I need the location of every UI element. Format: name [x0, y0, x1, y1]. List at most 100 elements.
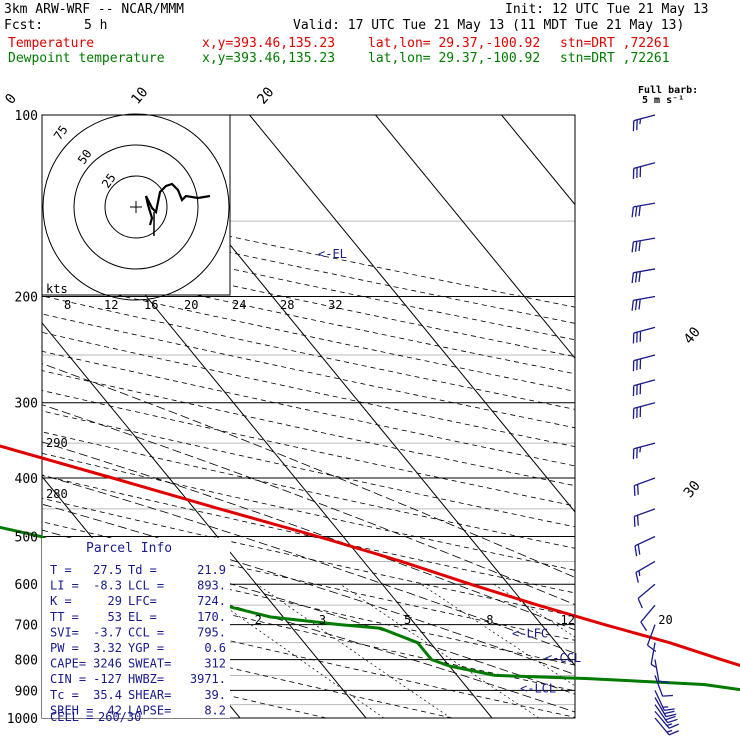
- pressure-label-400: 400: [15, 472, 38, 487]
- parcel-val-1: -8.3: [93, 579, 122, 593]
- parcel-key2-3: EL =: [128, 610, 157, 624]
- init-time: Init: 12 UTC Tue 21 May 13: [505, 2, 709, 17]
- model-title: 3km ARW-WRF -- NCAR/MMM: [4, 2, 185, 17]
- speed-label-16: 16: [144, 298, 158, 312]
- mixing-ratio-label-2: 2: [255, 613, 262, 627]
- mixing-ratio-label-8: 8: [486, 613, 493, 627]
- parcel-val-9: 42: [108, 703, 122, 717]
- parcel-val2-6: 312: [204, 657, 226, 671]
- dewpoint-xy: x,y=393.46,135.23: [202, 51, 336, 66]
- level-label-el: <-EL: [318, 247, 347, 261]
- parcel-key-3: TT =: [50, 610, 79, 624]
- pressure-label-900: 900: [15, 684, 38, 699]
- parcel-key2-0: Td =: [128, 563, 157, 577]
- mixing-ratio-12: [493, 583, 575, 638]
- parcel-val-0: 27.5: [93, 563, 122, 577]
- parcel-val2-0: 21.9: [197, 563, 226, 577]
- isotherm-label-40: 40: [681, 324, 704, 347]
- parcel-val-2: 29: [108, 594, 122, 608]
- parcel-val2-9: 8.2: [204, 703, 226, 717]
- speed-label-20: 20: [184, 298, 198, 312]
- isotherm-label-0: 0: [2, 91, 20, 108]
- level-label-lcl: <-LCL: [520, 681, 556, 695]
- temperature-latlon: lat,lon= 29.37,-100.92: [368, 36, 541, 51]
- dry-adiabat-420: [42, 295, 575, 410]
- parcel-key2-6: SWEAT=: [128, 657, 171, 671]
- hodograph-ring-label-50: 50: [75, 147, 95, 167]
- plot-frame: [41, 114, 576, 719]
- wind-barb-1000: [654, 717, 679, 736]
- wind-barb-500: [634, 535, 656, 557]
- wind-barb-title: Full barb:: [638, 85, 698, 96]
- isotherm-label-30: 30: [681, 478, 704, 501]
- pressure-label-1000: 1000: [7, 712, 38, 727]
- dry-adiabat-label-290: 290: [46, 436, 68, 450]
- isotherm-label-10: 10: [128, 84, 151, 107]
- hodograph-trace: [144, 182, 211, 226]
- parcel-val2-8: 39.: [204, 688, 226, 702]
- mixing-ratio-8: [420, 583, 575, 687]
- hodograph-ring-label-25: 25: [99, 171, 119, 191]
- parcel-key-1: LI =: [50, 579, 79, 593]
- parcel-cell-value: 260/30: [98, 710, 141, 724]
- parcel-key-4: SVI=: [50, 625, 79, 639]
- parcel-val-8: 35.4: [93, 688, 122, 702]
- parcel-key2-7: HWBZ=: [128, 672, 164, 686]
- mixing-ratio-3: [256, 583, 451, 718]
- wind-barb-700: [646, 624, 657, 653]
- wind-barb-275: [632, 379, 656, 397]
- parcel-val2-5: 0.6: [204, 641, 226, 655]
- wind-barb-750: [650, 642, 657, 668]
- isotherm-label-20: 20: [254, 84, 277, 107]
- dry-adiabat-400: [42, 331, 575, 448]
- parcel-val2-4: 795.: [197, 625, 226, 639]
- parcel-key2-8: SHEAR=: [128, 688, 171, 702]
- wind-barb-450: [633, 508, 656, 527]
- parcel-val2-1: 893.: [197, 579, 226, 593]
- dewpoint-latlon: lat,lon= 29.37,-100.92: [368, 51, 541, 66]
- level-label-lfc: <-LFC: [512, 626, 548, 640]
- wind-barb-600: [637, 583, 656, 609]
- dry-adiabat-440: [42, 260, 575, 375]
- temperature-curve: [0, 444, 740, 667]
- dewpoint-station: stn=DRT ,72261: [560, 51, 670, 66]
- header: 3km ARW-WRF -- NCAR/MMM Init: 12 UTC Tue…: [0, 0, 740, 66]
- wind-barb-225: [632, 326, 656, 344]
- parcel-val-4: -3.7: [93, 625, 122, 639]
- wind-barb-350: [632, 442, 656, 460]
- wind-barb-800: [654, 659, 670, 684]
- parcel-info: Parcel Info T = 27.5 Td = 21.9 LI = -8.3 LCL = 8…: [42, 538, 230, 724]
- parcel-val-6: 3246: [93, 657, 122, 671]
- hodograph-ring-3: [42, 113, 230, 301]
- pressure-label-700: 700: [15, 619, 38, 634]
- wind-barb-unit: 5 m s⁻¹: [642, 95, 684, 106]
- speed-label-24: 24: [232, 298, 246, 312]
- parcel-key-8: Tc =: [50, 688, 79, 702]
- wind-barb-100: [632, 114, 656, 132]
- temperature-xy: x,y=393.46,135.23: [202, 36, 336, 51]
- valid-time: Valid: 17 UTC Tue 21 May 13 (11 MDT Tue …: [293, 18, 685, 33]
- parcel-key2-9: LAPSE=: [128, 703, 171, 717]
- speed-label-32: 32: [328, 298, 342, 312]
- parcel-box: [42, 538, 230, 718]
- parcel-key2-4: CCL =: [128, 625, 164, 639]
- parcel-key2-2: LFC=: [128, 594, 157, 608]
- speed-label-28: 28: [280, 298, 294, 312]
- pressure-label-800: 800: [15, 654, 38, 669]
- parcel-key-9: SREH =: [50, 703, 93, 717]
- wind-barb-650: [640, 604, 656, 632]
- parcel-val2-7: 3971.: [190, 672, 226, 686]
- mixing-ratio-label-12: 12: [560, 613, 574, 627]
- wind-barb-925: [654, 697, 677, 718]
- parcel-key2-5: YGP =: [128, 641, 164, 655]
- parcel-key2-1: LCL =: [128, 579, 164, 593]
- dry-adiabat-280: [42, 596, 575, 718]
- hodograph-unit: kts: [46, 282, 68, 296]
- moist-adiabat-32: [42, 363, 575, 578]
- dry-adiabat-320: [42, 497, 575, 617]
- speed-label-8: 8: [64, 298, 71, 312]
- axis-labels: 1002003004005006007008009001000-80-70-60…: [2, 84, 704, 727]
- mixing-ratio-label-20: 20: [658, 613, 672, 627]
